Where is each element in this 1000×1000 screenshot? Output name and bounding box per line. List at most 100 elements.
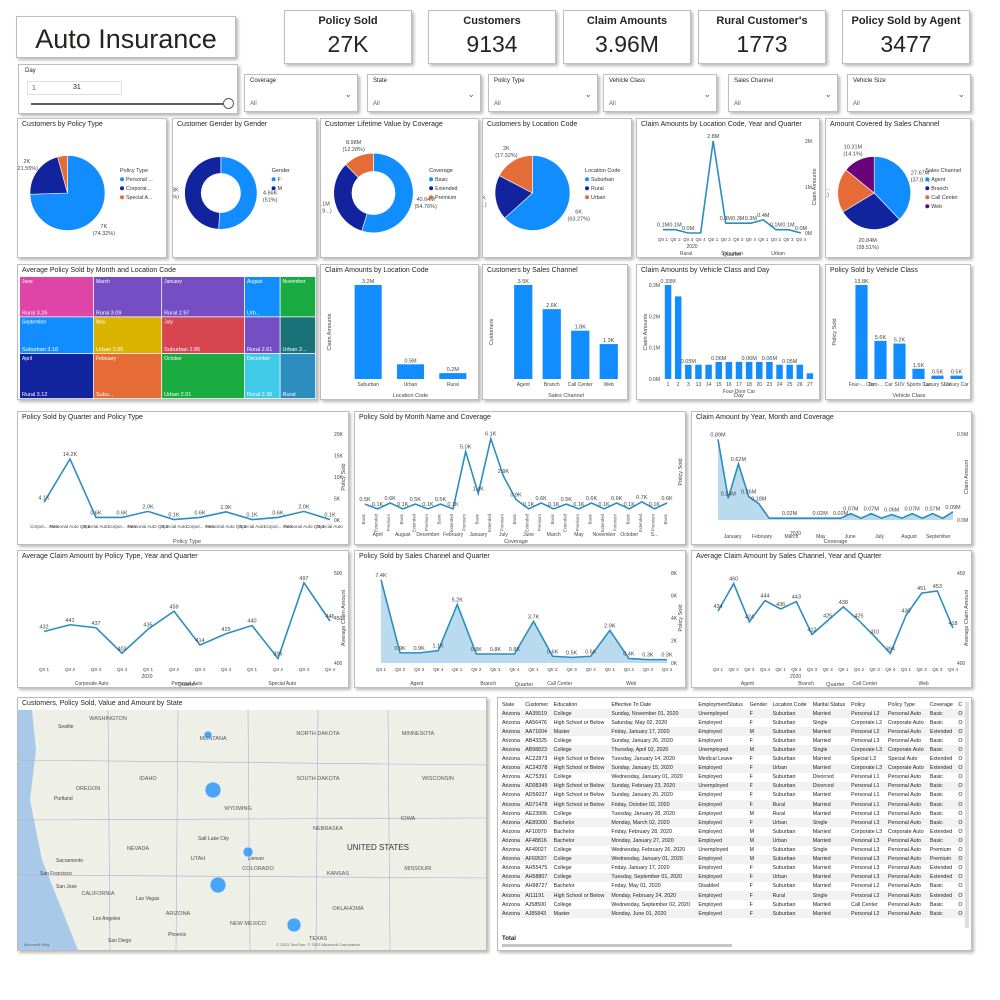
table-row[interactable]: Arizona AH58807 College Tuesday, September … <box>500 872 965 882</box>
table-row[interactable]: Arizona AC75391 College Wednesday, January … <box>500 773 965 782</box>
coverage-slicer[interactable]: Coverage All ⌄ <box>244 74 358 112</box>
customers-by-location[interactable]: Customers by Location Code 6K (63.27%) 2K (.… <box>482 118 632 258</box>
column-header[interactable]: Education <box>553 701 578 708</box>
customers-by-sales-channel[interactable]: Customers by Sales Channel 3.5K Agent 2.6K B… <box>482 264 628 400</box>
column-header[interactable]: C <box>958 701 963 708</box>
chevron-down-icon[interactable]: ⌄ <box>957 89 965 99</box>
bar <box>725 361 733 379</box>
table-row[interactable]: Arizona AA56476 High School or Below Saturd… <box>500 718 965 727</box>
tick-label: Premium <box>575 514 580 532</box>
table-cell: Arizona <box>502 847 520 854</box>
policy-by-channel-quarter[interactable]: Policy Sold by Sales Channel and Quarter… <box>354 550 686 688</box>
sales-channel-slicer[interactable]: Sales Channel All ⌄ <box>728 74 838 112</box>
table-row[interactable]: Arizona AF49027 College Wednesday, February… <box>500 846 965 855</box>
kpi-value: 3477 <box>880 31 932 57</box>
chevron-down-icon[interactable]: ⌄ <box>703 89 711 99</box>
customer-gender[interactable]: Customer Gender by Gender 4.66K (51%) 4.48K… <box>172 118 317 258</box>
table-row[interactable]: Arizona AE89300 Bachelor Monday, March 02, … <box>500 818 965 828</box>
scrollbar[interactable] <box>965 702 969 928</box>
x-axis-title: Quarter <box>178 682 197 688</box>
table-cell: Suburban <box>772 710 796 717</box>
visual-title: Policy Sold by Month Name and Coverage <box>359 414 491 421</box>
policy-by-month-coverage[interactable]: Policy Sold by Month Name and Coverage 0.… <box>354 411 686 545</box>
amount-by-sales-channel[interactable]: Amount Covered by Sales Channel 27.67M (37… <box>825 118 971 258</box>
table-row[interactable]: Arizona AA35519 College Sunday, November 01… <box>500 709 965 719</box>
table-cell: Married <box>812 810 831 817</box>
table-row[interactable]: Arizona AD08349 High School or Below Sunday… <box>500 781 965 791</box>
table-row[interactable]: Arizona AD71478 High School or Below Friday… <box>500 800 965 810</box>
data-label: 435 <box>143 622 152 628</box>
table-row[interactable]: Arizona AE23906 College Tuesday, January 28… <box>500 809 965 818</box>
vehicle-class-slicer[interactable]: Vehicle Class All ⌄ <box>603 74 717 112</box>
data-label: 0.09M <box>945 505 961 511</box>
day-from-input[interactable]: 1 <box>27 81 122 95</box>
table-cell: AE89300 <box>525 819 547 826</box>
table-body: Arizona AA35519 College Sunday, November 01… <box>500 709 965 919</box>
chevron-down-icon[interactable]: ⌄ <box>344 89 352 99</box>
treemap-tile <box>20 277 94 317</box>
day-to-input[interactable]: 31 <box>73 84 81 91</box>
tick-label: 3 <box>687 382 690 388</box>
column-header[interactable]: Customer <box>525 701 549 708</box>
avg-claim-by-channel-year-quarter[interactable]: Average Claim Amount by Sales Channel, Y… <box>691 550 972 688</box>
legend-marker <box>120 195 124 200</box>
policy-type-slicer[interactable]: Policy Type All ⌄ <box>488 74 598 112</box>
chevron-down-icon[interactable]: ⌄ <box>584 89 592 99</box>
pie-slice <box>498 155 533 194</box>
table-row[interactable]: Arizona AB98823 College Thursday, April 02,… <box>500 745 965 755</box>
group-label: February <box>752 534 773 540</box>
data-label: 0.8K <box>490 647 502 653</box>
table-row[interactable]: Arizona AC22873 High School or Below Tuesda… <box>500 755 965 764</box>
state-map[interactable]: Customers, Policy Sold, Value and Amount… <box>17 697 487 951</box>
table-row[interactable]: Arizona AH55475 College Friday, January 17,… <box>500 864 965 873</box>
table-cell: Married <box>812 728 831 735</box>
column-header[interactable]: Policy <box>851 701 866 708</box>
column-header[interactable]: Coverage <box>929 701 953 708</box>
data-label: 0.1K <box>324 513 336 519</box>
day-slider-handle[interactable] <box>223 98 234 109</box>
data-label: 459 <box>169 604 178 610</box>
column-header[interactable]: EmploymentStatus <box>698 701 743 708</box>
policy-by-quarter-type[interactable]: Policy Sold by Quarter and Policy Type 4.… <box>17 411 349 545</box>
table-row[interactable]: Arizona AA71604 Master Friday, January 17, … <box>500 727 965 737</box>
table-cell: Master <box>553 910 570 917</box>
treemap-policy-month-location[interactable]: Average Policy Sold by Month and Locatio… <box>17 264 317 400</box>
claim-by-location-year-quarter[interactable]: Claim Amounts by Location Code, Year and… <box>636 118 820 258</box>
table-cell: Arizona <box>502 910 520 917</box>
column-header[interactable]: Effective To Date <box>611 701 652 708</box>
claim-by-location[interactable]: Claim Amounts by Location Code 3.2M Suburb… <box>320 264 479 400</box>
state-slicer[interactable]: State All ⌄ <box>367 74 481 112</box>
table-row[interactable]: Arizona AB43325 College Sunday, January 26,… <box>500 736 965 745</box>
tick-label: Qtr 4 <box>586 667 597 672</box>
chevron-down-icon[interactable]: ⌄ <box>824 89 832 99</box>
chevron-down-icon[interactable]: ⌄ <box>467 89 475 99</box>
table-row[interactable]: Arizona AF48816 Bachelor Monday, January 27… <box>500 836 965 846</box>
table-row[interactable]: Arizona AH98727 Bachelor Friday, May 01, 20… <box>500 882 965 891</box>
horizontal-scrollbar[interactable] <box>502 944 732 947</box>
claim-by-vehicle-day[interactable]: Claim Amounts by Vehicle Class and Day 0.… <box>636 264 820 400</box>
table-row[interactable]: Arizona AJ85843 Master Monday, June 01, 202… <box>500 909 965 919</box>
table-row[interactable]: Arizona AJ58500 College Wednesday, Septembe… <box>500 900 965 909</box>
avg-claim-by-type-year-quarter[interactable]: Average Claim Amount by Policy Type, Yea… <box>17 550 349 688</box>
column-header[interactable]: Policy Type <box>888 701 916 708</box>
column-header[interactable]: Location Code <box>772 701 807 708</box>
vehicle-size-slicer[interactable]: Vehicle Size All ⌄ <box>847 74 971 112</box>
map-canvas[interactable]: WASHINGTON MONTANA NORTH DAKOTA MINNESOTA OR… <box>18 709 486 950</box>
column-header[interactable]: Marital Status <box>812 701 846 708</box>
customers-by-policy-type[interactable]: Customers by Policy Type 7K (74.32%) 2K (21.… <box>17 118 167 258</box>
table-row[interactable]: Arizona AC24378 High School or Below Sunday… <box>500 763 965 773</box>
table-cell: Corporate L3 <box>851 828 883 835</box>
policy-by-vehicle-class[interactable]: Policy Sold by Vehicle Class 13.8K Four-..… <box>825 264 971 400</box>
data-label: 0.2M <box>447 367 460 373</box>
table-row[interactable]: Arizona AI11191 High School or Below Monday… <box>500 890 965 901</box>
clv-by-coverage[interactable]: Customer Lifetime Value by Coverage 40.04… <box>320 118 479 258</box>
column-header[interactable]: State <box>502 701 515 708</box>
table-cell: Urban <box>772 874 787 881</box>
table-row[interactable]: Arizona AD56037 High School or Below Sunday… <box>500 791 965 800</box>
table-cell: Extended <box>929 892 953 899</box>
customer-table[interactable]: State Customer Education Effective To Date E… <box>497 697 972 951</box>
column-header[interactable]: Gender <box>749 701 768 708</box>
table-row[interactable]: Arizona AF69537 College Wednesday, January … <box>500 854 965 864</box>
table-row[interactable]: Arizona AF10970 Bachelor Friday, February 2… <box>500 827 965 836</box>
claim-by-year-month-coverage[interactable]: Claim Amount by Year, Month and Coverage… <box>691 411 972 545</box>
